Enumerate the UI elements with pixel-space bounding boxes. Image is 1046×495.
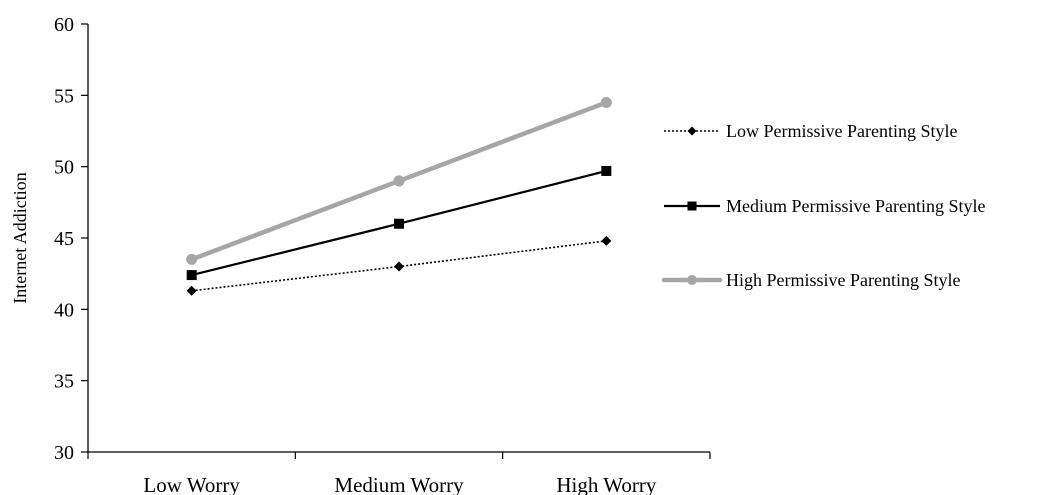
- data-point-marker: [186, 270, 197, 281]
- x-tick-label: Medium Worry: [334, 473, 464, 495]
- x-tick-label: High Worry: [556, 473, 656, 495]
- legend: Low Permissive Parenting Style Medium Per…: [661, 121, 985, 290]
- legend-item: Medium Permissive Parenting Style: [664, 196, 985, 216]
- legend-label: Low Permissive Parenting Style: [726, 121, 957, 141]
- legend-item: High Permissive Parenting Style: [661, 270, 960, 290]
- data-point-marker: [394, 261, 404, 272]
- y-tick-label: 55: [54, 85, 74, 107]
- y-tick-label: 30: [54, 442, 74, 464]
- y-tick-label: 60: [54, 14, 74, 36]
- y-tick-label: 45: [54, 228, 74, 250]
- axes: [87, 24, 710, 453]
- x-tick-label: Low Worry: [143, 473, 240, 495]
- data-point-marker: [186, 285, 197, 296]
- data-point-marker: [600, 96, 612, 108]
- series-group: [186, 96, 612, 296]
- data-point-marker: [186, 253, 198, 265]
- data-point-marker: [601, 165, 612, 176]
- data-point-marker: [393, 175, 405, 187]
- y-axis-title: Internet Addiction: [10, 172, 30, 303]
- series-low-permissive-parenting-style: [186, 235, 612, 296]
- legend-label: High Permissive Parenting Style: [726, 270, 960, 290]
- series-high-permissive-parenting-style: [186, 96, 612, 265]
- data-point-marker: [687, 126, 697, 136]
- legend-item: Low Permissive Parenting Style: [664, 121, 957, 141]
- data-point-marker: [601, 235, 612, 246]
- series-medium-permissive-parenting-style: [186, 165, 612, 281]
- y-tick-label: 35: [54, 371, 74, 393]
- data-point-marker: [394, 218, 404, 229]
- legend-label: Medium Permissive Parenting Style: [726, 196, 985, 216]
- data-point-marker: [687, 275, 697, 285]
- data-point-marker: [687, 201, 697, 211]
- x-axis-ticks: Low Worry Medium Worry High Worry: [87, 452, 711, 495]
- y-tick-label: 40: [54, 299, 74, 321]
- y-tick-label: 50: [54, 157, 74, 179]
- y-axis-ticks: 30 35 40 45 50 55 60: [54, 14, 88, 464]
